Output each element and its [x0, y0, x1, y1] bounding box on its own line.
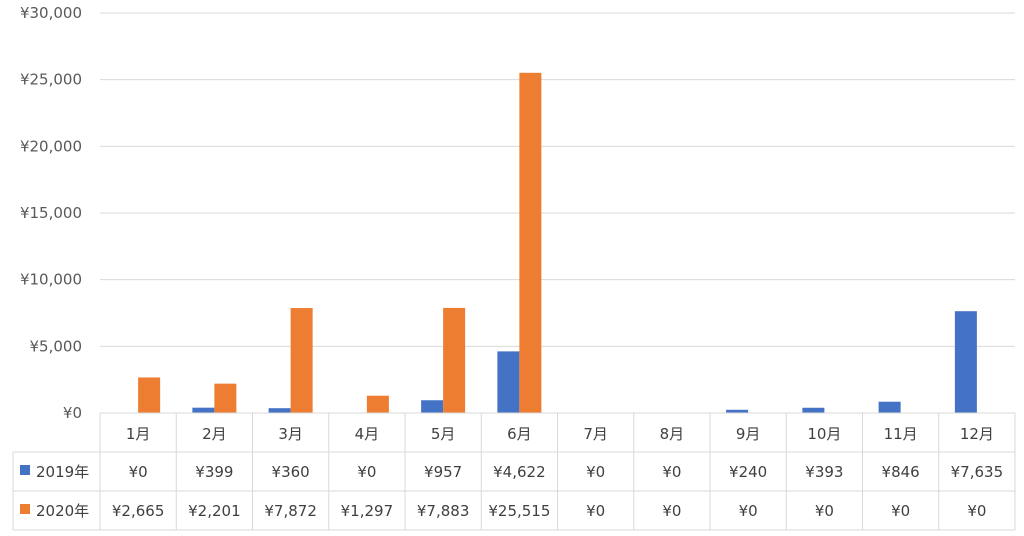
legend-label: 2019年: [36, 463, 89, 481]
data-label: ¥4,622: [493, 463, 546, 481]
data-label: ¥0: [815, 502, 834, 520]
y-tick-label: ¥0: [63, 404, 82, 422]
y-tick-label: ¥20,000: [20, 137, 82, 155]
bar-series1-10: [802, 407, 825, 413]
category-label: 1月: [126, 425, 151, 443]
y-tick-label: ¥25,000: [20, 71, 82, 89]
bar-series1-3: [268, 408, 291, 413]
y-tick-label: ¥10,000: [20, 271, 82, 289]
data-label: ¥360: [272, 463, 310, 481]
data-label: ¥846: [882, 463, 920, 481]
data-label: ¥2,201: [188, 502, 241, 520]
data-label: ¥0: [662, 463, 681, 481]
data-label: ¥393: [805, 463, 843, 481]
category-label: 10月: [807, 425, 841, 443]
bar-series2-1: [138, 377, 161, 413]
y-tick-label: ¥30,000: [20, 4, 82, 22]
data-label: ¥7,872: [264, 502, 317, 520]
legend-label: 2020年: [36, 502, 89, 520]
data-label: ¥0: [891, 502, 910, 520]
y-axis-tick-labels: ¥0 ¥5,000 ¥10,000 ¥15,000 ¥20,000 ¥25,000 ¥30,…: [20, 4, 82, 422]
legend-swatch-2: [20, 504, 30, 514]
category-label: 5月: [431, 425, 456, 443]
bar-series1-2: [192, 407, 215, 413]
category-label: 8月: [660, 425, 685, 443]
data-label: ¥0: [586, 502, 605, 520]
bar-series2-6: [519, 72, 542, 414]
bar-series1-11: [878, 401, 901, 413]
bar-series2-4: [366, 395, 389, 413]
data-label: ¥7,635: [951, 463, 1004, 481]
data-table: 1月 2月 3月 4月 5月 6月 7月 8月 9月 10月 11月 12月 2019年 ¥0 ¥399 ¥3…: [12, 412, 1016, 531]
y-tick-label: ¥15,000: [20, 204, 82, 222]
data-label: ¥0: [129, 463, 148, 481]
category-label: 3月: [278, 425, 303, 443]
data-label: ¥0: [662, 502, 681, 520]
category-label: 4月: [355, 425, 380, 443]
category-label: 7月: [583, 425, 608, 443]
data-label: ¥25,515: [488, 502, 550, 520]
bar-series1-6: [497, 351, 520, 413]
data-label: ¥0: [967, 502, 986, 520]
category-label: 11月: [884, 425, 918, 443]
data-label: ¥240: [729, 463, 767, 481]
category-label: 6月: [507, 425, 532, 443]
bar-series2-3: [290, 308, 313, 413]
data-label: ¥2,665: [112, 502, 165, 520]
bar-series2-2: [214, 383, 237, 413]
data-label: ¥0: [357, 463, 376, 481]
category-label: 9月: [736, 425, 761, 443]
data-label: ¥1,297: [341, 502, 394, 520]
category-label: 2月: [202, 425, 227, 443]
legend-swatch-1: [20, 465, 30, 475]
data-label: ¥0: [739, 502, 758, 520]
category-label: 12月: [960, 425, 994, 443]
bar-series1-9: [726, 409, 749, 413]
data-label: ¥0: [586, 463, 605, 481]
gridlines: [100, 12, 1015, 414]
y-tick-label: ¥5,000: [30, 337, 83, 355]
bar-series2-5: [443, 307, 466, 413]
bar-series1-5: [421, 400, 444, 413]
data-label: ¥399: [195, 463, 233, 481]
data-label: ¥7,883: [417, 502, 470, 520]
data-label: ¥957: [424, 463, 462, 481]
bar-series1-12: [954, 311, 977, 413]
bars: [138, 72, 977, 414]
